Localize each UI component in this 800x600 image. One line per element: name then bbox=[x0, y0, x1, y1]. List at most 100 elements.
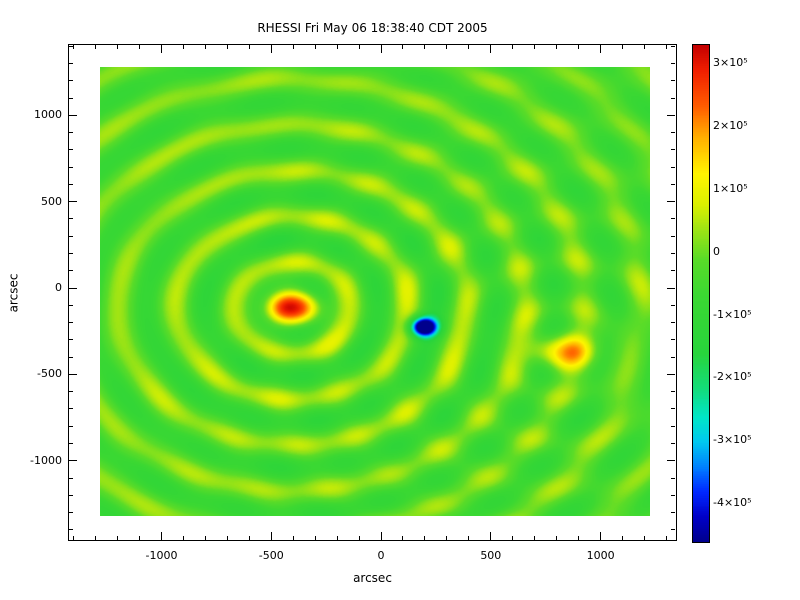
axis-tick bbox=[578, 45, 580, 49]
axis-tick bbox=[69, 114, 77, 116]
axis-tick bbox=[69, 149, 73, 151]
axis-tick bbox=[270, 45, 272, 53]
axis-tick bbox=[69, 97, 73, 99]
axis-tick bbox=[69, 494, 73, 496]
axis-tick bbox=[671, 304, 675, 306]
axis-tick bbox=[73, 45, 75, 49]
axis-tick bbox=[69, 391, 73, 393]
axis-tick bbox=[446, 45, 448, 49]
axis-tick bbox=[69, 166, 73, 168]
axis-tick bbox=[69, 235, 73, 237]
plot-frame bbox=[68, 44, 677, 541]
axis-tick bbox=[671, 391, 675, 393]
axis-tick bbox=[671, 235, 675, 237]
axis-tick bbox=[69, 287, 77, 289]
axis-tick bbox=[644, 45, 645, 49]
axis-tick bbox=[160, 45, 162, 53]
axis-tick bbox=[182, 45, 184, 49]
axis-tick bbox=[671, 166, 675, 168]
axis-tick bbox=[69, 270, 73, 272]
axis-tick bbox=[69, 442, 73, 444]
axis-tick bbox=[512, 45, 514, 49]
axis-tick bbox=[468, 536, 470, 540]
axis-tick bbox=[671, 425, 675, 427]
axis-tick bbox=[314, 536, 316, 540]
axis-tick bbox=[292, 536, 294, 540]
axis-tick bbox=[446, 536, 448, 540]
axis-tick bbox=[671, 132, 675, 134]
colorbar-tick-label: 2×10⁵ bbox=[713, 118, 748, 132]
axis-tick bbox=[671, 512, 675, 514]
axis-tick bbox=[73, 536, 75, 540]
x-tick-label: 1000 bbox=[586, 549, 615, 562]
colorbar-tick-label: 0 bbox=[713, 244, 720, 258]
axis-tick bbox=[69, 339, 73, 341]
axis-tick bbox=[578, 536, 580, 540]
axis-tick bbox=[671, 45, 675, 47]
axis-tick bbox=[336, 536, 338, 540]
y-tick-label: -500 bbox=[37, 367, 62, 381]
axis-tick bbox=[117, 45, 119, 49]
colorbar-tick-label: -1×10⁵ bbox=[713, 307, 752, 321]
axis-tick bbox=[69, 253, 73, 254]
axis-tick bbox=[468, 45, 470, 49]
y-tick-label: 500 bbox=[41, 194, 62, 208]
x-axis-label: arcsec bbox=[353, 571, 392, 585]
axis-tick bbox=[69, 63, 73, 65]
axis-tick bbox=[671, 253, 675, 254]
axis-tick bbox=[534, 45, 536, 49]
axis-tick bbox=[671, 270, 675, 272]
axis-tick bbox=[667, 287, 675, 289]
axis-tick bbox=[600, 532, 602, 540]
colorbar-tick-label: -3×10⁵ bbox=[713, 433, 752, 447]
axis-tick bbox=[248, 45, 250, 49]
axis-tick bbox=[69, 460, 77, 462]
axis-tick bbox=[314, 45, 316, 49]
axis-tick bbox=[490, 45, 492, 53]
axis-tick bbox=[380, 532, 382, 540]
axis-tick bbox=[671, 477, 675, 479]
axis-tick bbox=[556, 536, 558, 540]
axis-tick bbox=[667, 460, 675, 462]
axis-tick bbox=[490, 532, 492, 540]
axis-tick bbox=[69, 512, 73, 514]
axis-tick bbox=[69, 529, 73, 531]
axis-tick bbox=[671, 408, 675, 410]
colorbar bbox=[692, 44, 710, 543]
axis-tick bbox=[665, 45, 667, 49]
axis-tick bbox=[139, 536, 141, 540]
axis-tick bbox=[69, 425, 73, 427]
y-tick-label: 1000 bbox=[34, 108, 62, 122]
axis-tick bbox=[671, 149, 675, 151]
axis-tick bbox=[69, 218, 73, 220]
axis-tick bbox=[671, 97, 675, 99]
axis-tick bbox=[667, 373, 675, 375]
axis-tick bbox=[69, 80, 73, 82]
x-tick-label: 0 bbox=[377, 549, 385, 562]
axis-tick bbox=[380, 45, 382, 53]
axis-tick bbox=[671, 80, 675, 82]
axis-tick bbox=[336, 45, 338, 49]
axis-tick bbox=[69, 356, 73, 358]
x-tick-label: -1000 bbox=[145, 549, 178, 562]
plot-title: RHESSI Fri May 06 18:38:40 CDT 2005 bbox=[257, 21, 488, 35]
axis-tick bbox=[182, 536, 184, 540]
axis-tick bbox=[292, 45, 294, 49]
axis-tick bbox=[512, 536, 514, 540]
colorbar-tick-label: 3×10⁵ bbox=[713, 55, 748, 69]
axis-tick bbox=[226, 45, 228, 49]
axis-tick bbox=[671, 218, 675, 220]
axis-tick bbox=[69, 183, 73, 185]
axis-tick bbox=[69, 373, 77, 375]
heatmap-canvas bbox=[100, 67, 650, 516]
axis-tick bbox=[671, 442, 675, 444]
axis-tick bbox=[117, 536, 119, 540]
axis-tick bbox=[204, 536, 206, 540]
axis-tick bbox=[402, 45, 404, 49]
axis-tick bbox=[671, 529, 675, 531]
axis-tick bbox=[671, 183, 675, 185]
axis-tick bbox=[69, 132, 73, 134]
y-tick-label: 0 bbox=[55, 281, 62, 295]
axis-tick bbox=[534, 536, 536, 540]
colorbar-tick-label: -4×10⁵ bbox=[713, 496, 752, 510]
